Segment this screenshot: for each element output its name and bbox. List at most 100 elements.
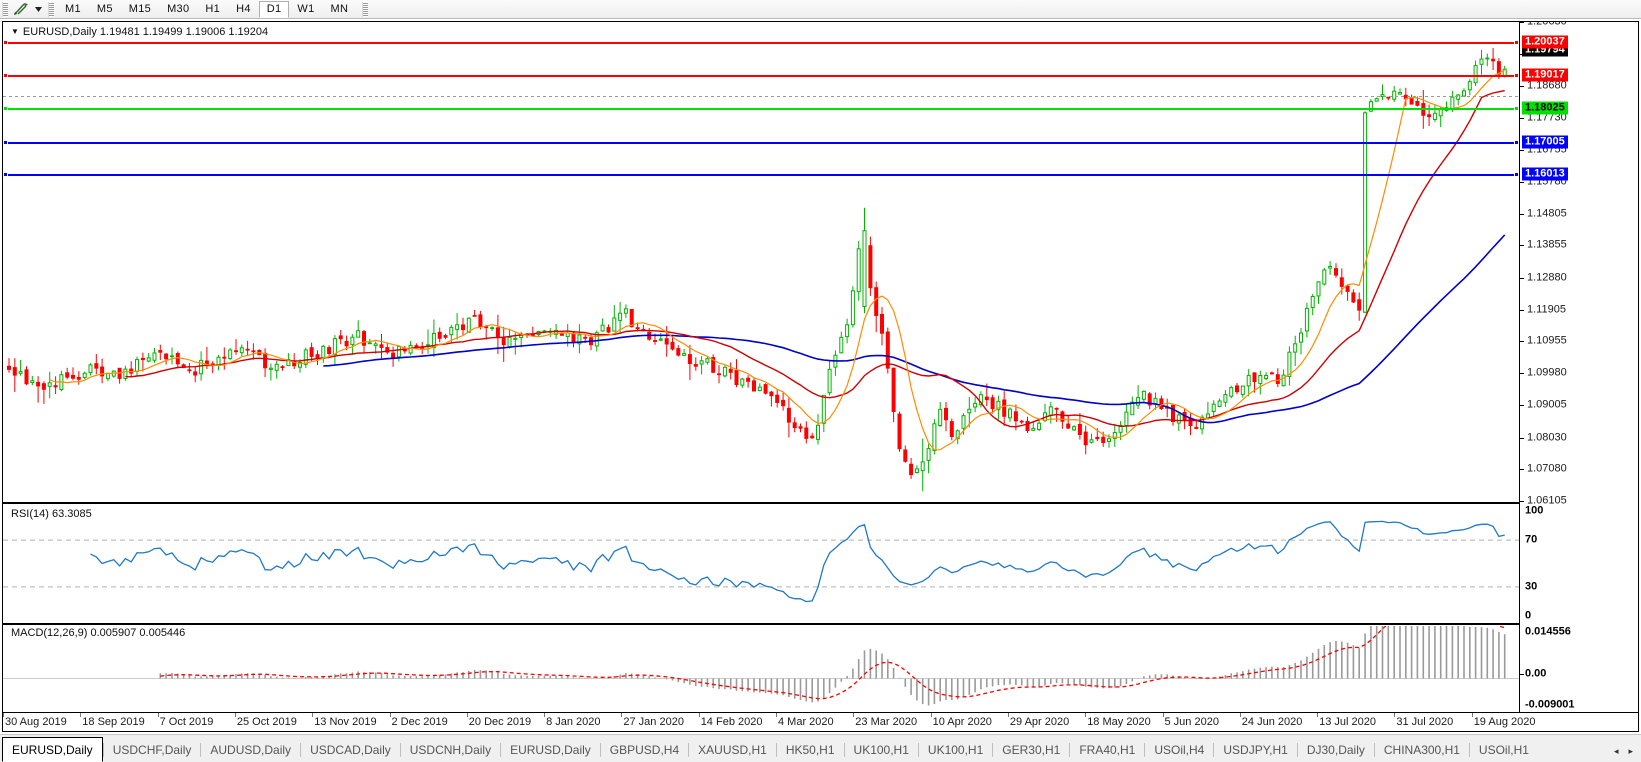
chart-tab-usdcad-daily[interactable]: USDCAD,Daily [310, 743, 391, 757]
chart-tab-uk100-h1[interactable]: UK100,H1 [853, 743, 909, 757]
time-axis-label: 24 Jun 2020 [1241, 716, 1303, 728]
time-axis-tick [544, 713, 546, 717]
toolbar-drag-handle[interactable] [2, 1, 8, 17]
tab-separator [917, 742, 919, 757]
price-axis-tick [1520, 468, 1524, 470]
chart-tabs: EURUSD,Daily USDCHF,Daily AUDUSD,Daily USDC… [2, 737, 1538, 762]
price-axis-tick [1520, 22, 1524, 23]
time-axis-label: 13 Jul 2020 [1319, 716, 1376, 728]
time-axis-tick [1162, 713, 1164, 717]
level-price-tag-resistance[interactable]: 1.19017 [1522, 68, 1568, 82]
price-axis-label: 1.20630 [1527, 21, 1567, 28]
timeframe-toolbar: M1 M5 M15 M30 H1 H4 D1 W1 MN [0, 0, 1641, 19]
price-axis-tick [1520, 245, 1524, 247]
time-axis-tick [312, 713, 314, 717]
level-price-tag-resistance[interactable]: 1.20037 [1522, 35, 1568, 49]
time-axis-label: 2 Dec 2019 [391, 716, 448, 728]
price-axis-label: 1.09005 [1527, 398, 1567, 411]
crosshair-draw-icon[interactable] [10, 1, 32, 18]
tab-separator [1468, 742, 1470, 757]
tab-separator [1213, 742, 1215, 757]
chart-tab-usoil-h1[interactable]: USOil,H1 [1478, 743, 1529, 757]
chart-tab-gbpusd-h4[interactable]: GBPUSD,H4 [609, 743, 680, 757]
chart-tab-fra40-h1[interactable]: FRA40,H1 [1079, 743, 1136, 757]
time-axis-tick [1394, 713, 1396, 717]
tab-scroll-right-icon[interactable]: ▸ [1628, 746, 1633, 756]
price-axis-tick [1520, 86, 1524, 88]
timeframe-m15[interactable]: M15 [128, 3, 152, 15]
macd-axis-tick [1520, 674, 1524, 675]
level-price-tag-support[interactable]: 1.16013 [1522, 167, 1568, 181]
chart-tab-xauusd-h1[interactable]: XAUUSD,H1 [698, 743, 767, 757]
price-axis[interactable]: 1.206301.196551.186801.177301.167551.157… [1519, 22, 1638, 731]
time-axis-label: 30 Aug 2019 [5, 716, 67, 728]
price-axis-label: 1.06105 [1527, 494, 1567, 507]
chart-tab-bar: EURUSD,Daily USDCHF,Daily AUDUSD,Daily USDC… [0, 734, 1641, 762]
price-axis-tick [1520, 405, 1524, 407]
timeframe-group: M1 M5 M15 M30 H1 H4 D1 W1 MN [57, 0, 371, 18]
timeframe-d1[interactable]: D1 [258, 0, 290, 18]
chart-tab-china300-h1[interactable]: CHINA300,H1 [1383, 743, 1460, 757]
time-axis[interactable]: 30 Aug 2019 18 Sep 2019 7 Oct 2019 25 Oct 2… [3, 712, 1638, 731]
chart-tab-dj30-daily[interactable]: DJ30,Daily [1306, 743, 1365, 757]
time-axis-label: 25 Oct 2019 [236, 716, 297, 728]
chart-tab-eurusd-daily[interactable]: EURUSD,Daily [2, 737, 103, 762]
chart-tab-ger30-h1[interactable]: GER30,H1 [1002, 743, 1061, 757]
divider-rsi-macd[interactable] [3, 623, 1638, 625]
tab-separator [200, 742, 202, 757]
time-axis-tick [3, 713, 4, 717]
time-axis-tick [157, 713, 159, 717]
time-axis-label: 18 May 2020 [1087, 716, 1151, 728]
time-axis-label: 18 Sep 2019 [82, 716, 145, 728]
price-axis-label: 1.08030 [1527, 431, 1567, 444]
chart-tab-eurusd-daily[interactable]: EURUSD,Daily [510, 743, 591, 757]
timeframe-mn[interactable]: MN [330, 3, 349, 15]
price-axis-tick [1520, 501, 1524, 502]
time-axis-tick [466, 713, 468, 717]
timeframe-h4[interactable]: H4 [236, 3, 251, 15]
timeframe-m30[interactable]: M30 [167, 3, 190, 15]
tab-scroll-left-icon[interactable]: ◂ [1613, 746, 1619, 756]
time-axis-tick [234, 713, 236, 717]
chart-area[interactable]: ▼ EURUSD,Daily 1.19481 1.19499 1.19006 1.… [2, 21, 1639, 732]
price-axis-tick [1520, 181, 1524, 183]
chart-tab-usdchf-daily[interactable]: USDCHF,Daily [112, 743, 192, 757]
price-pane[interactable] [3, 22, 1519, 501]
time-axis-label: 23 Mar 2020 [855, 716, 918, 728]
chart-tab-usoil-h4[interactable]: USOil,H4 [1154, 743, 1205, 757]
time-axis-tick [853, 713, 855, 717]
timeframe-m1[interactable]: M1 [65, 3, 81, 15]
price-axis-tick [1520, 373, 1524, 375]
chart-tab-hk50-h1[interactable]: HK50,H1 [785, 743, 835, 757]
rsi-pane[interactable] [3, 505, 1519, 622]
chart-tab-audusd-daily[interactable]: AUDUSD,Daily [210, 743, 292, 757]
time-axis-tick [776, 713, 777, 717]
tab-separator [1296, 742, 1298, 757]
tab-separator [1373, 742, 1375, 757]
timeframe-m5[interactable]: M5 [96, 3, 113, 15]
tab-separator [775, 742, 777, 757]
chart-tab-usdcnh-daily[interactable]: USDCNH,Daily [409, 743, 492, 757]
tab-separator [500, 742, 502, 757]
rsi-plot [3, 520, 1519, 603]
chart-tab-usdjpy-h1[interactable]: USDJPY,H1 [1223, 743, 1288, 757]
level-price-tag-support[interactable]: 1.17005 [1522, 135, 1568, 149]
time-axis-tick [1317, 713, 1319, 717]
macd-pane[interactable] [3, 626, 1519, 711]
timeframe-w1[interactable]: W1 [297, 3, 315, 15]
level-price-tag-pivot[interactable]: 1.18025 [1522, 101, 1568, 115]
price-axis-tick [1520, 437, 1524, 439]
timeframe-h1[interactable]: H1 [205, 3, 221, 15]
macd-plot [3, 626, 1519, 706]
price-axis-label: 1.14805 [1527, 207, 1567, 220]
time-axis-label: 19 Aug 2020 [1473, 716, 1536, 728]
divider-price-rsi[interactable] [3, 502, 1638, 504]
toolbar-dropdown-caret-icon[interactable] [32, 1, 45, 18]
time-axis-tick [1085, 713, 1087, 717]
time-axis-tick [389, 713, 391, 717]
price-axis-label: 1.10955 [1527, 334, 1567, 347]
time-axis-tick [1471, 713, 1473, 717]
chart-tab-uk100-h1[interactable]: UK100,H1 [927, 743, 984, 757]
rsi-axis-label: 0 [1525, 609, 1532, 622]
